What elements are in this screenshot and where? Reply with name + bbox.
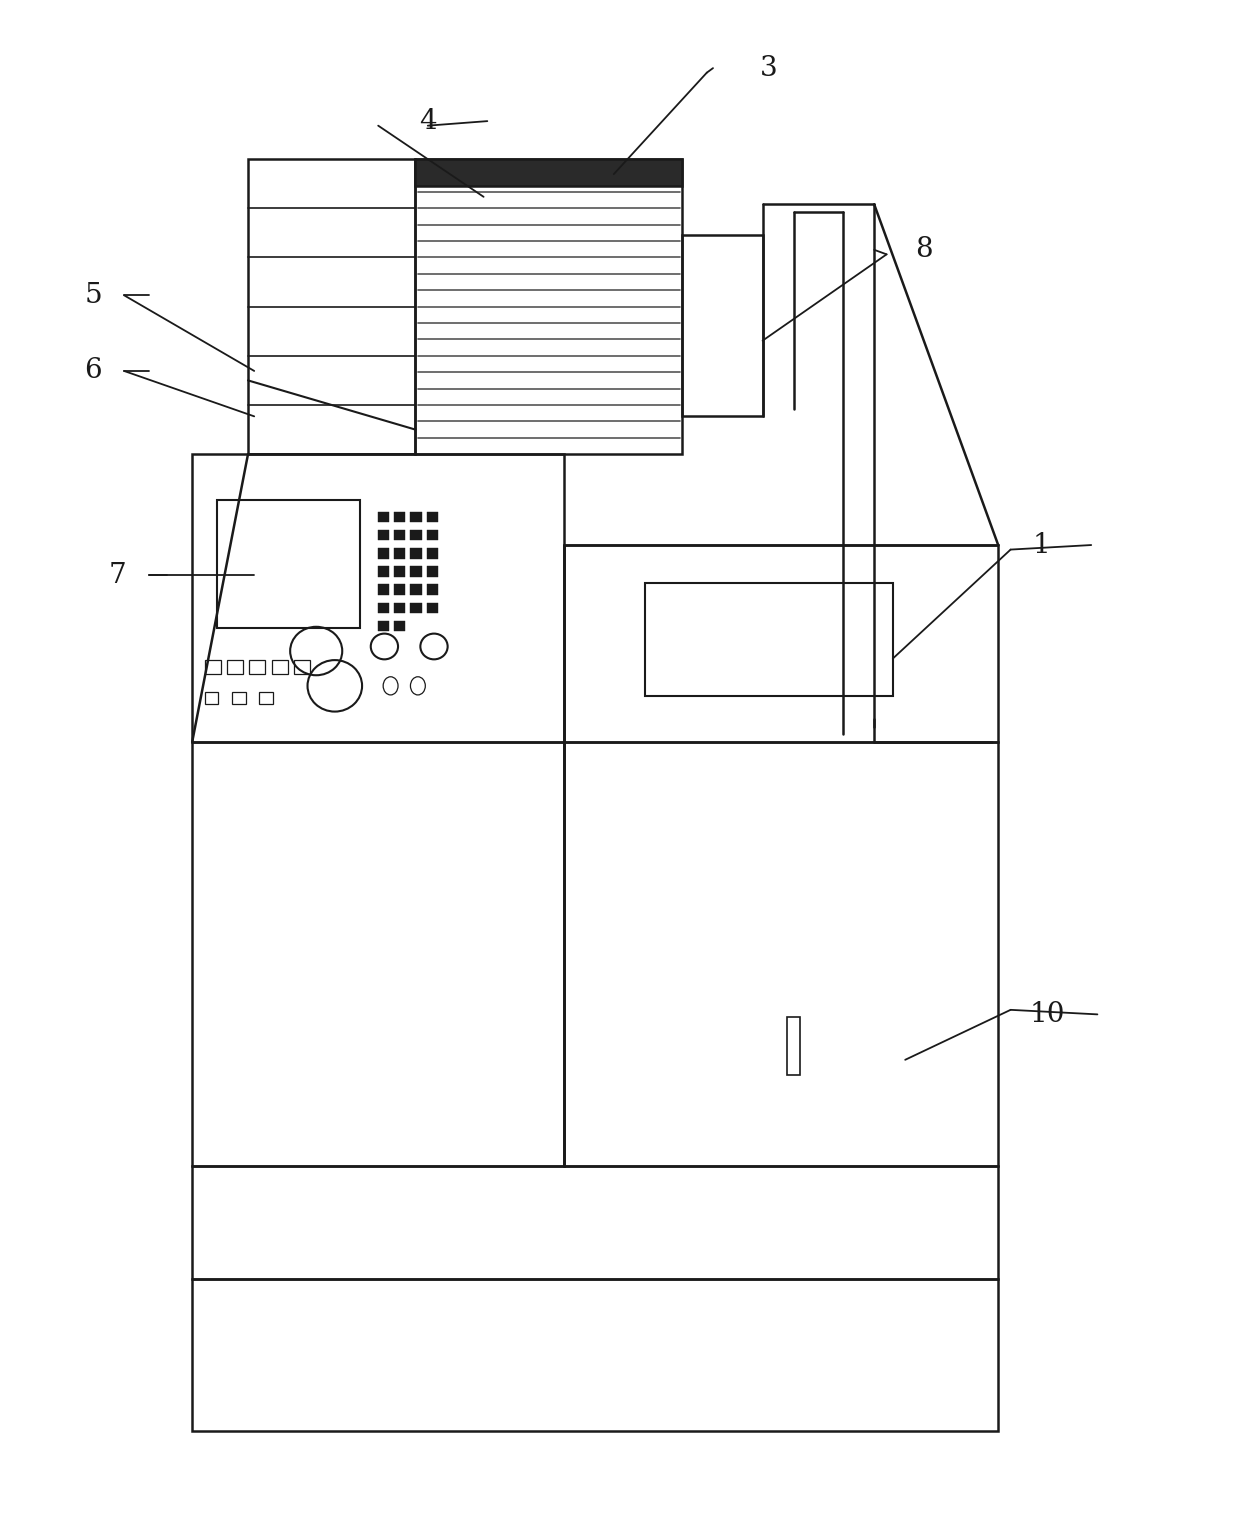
Bar (410, 603, 422, 613)
Bar (427, 603, 438, 613)
Bar (378, 566, 389, 577)
Bar (394, 621, 405, 631)
Bar (192, 1279, 998, 1431)
Text: 6: 6 (84, 357, 102, 385)
Bar (427, 566, 438, 577)
Bar (645, 583, 893, 696)
Bar (394, 566, 405, 577)
Bar (427, 530, 438, 540)
Bar (787, 1017, 800, 1075)
Bar (394, 530, 405, 540)
Bar (232, 692, 246, 704)
Bar (394, 548, 405, 559)
Bar (248, 159, 415, 454)
Bar (227, 660, 243, 674)
Bar (205, 692, 218, 704)
Text: 7: 7 (109, 562, 126, 589)
Bar (205, 660, 221, 674)
Bar (378, 621, 389, 631)
Bar (410, 512, 422, 522)
Bar (294, 660, 310, 674)
Bar (378, 603, 389, 613)
Text: 1: 1 (1033, 531, 1050, 559)
Text: 5: 5 (84, 282, 102, 309)
Bar (564, 742, 998, 1166)
Bar (272, 660, 288, 674)
Bar (415, 159, 682, 186)
Bar (192, 742, 564, 1166)
Text: 4: 4 (419, 107, 436, 135)
Bar (378, 512, 389, 522)
Bar (217, 500, 360, 628)
Bar (378, 584, 389, 595)
Bar (427, 548, 438, 559)
Bar (249, 660, 265, 674)
Bar (394, 512, 405, 522)
Bar (564, 545, 998, 742)
Bar (682, 235, 763, 416)
Bar (410, 548, 422, 559)
Bar (427, 584, 438, 595)
Bar (378, 548, 389, 559)
Bar (394, 603, 405, 613)
Bar (192, 1166, 998, 1279)
Bar (394, 584, 405, 595)
Bar (378, 530, 389, 540)
Bar (192, 454, 564, 742)
Text: 10: 10 (1030, 1001, 1065, 1028)
Bar (410, 584, 422, 595)
Text: 3: 3 (760, 55, 777, 82)
Bar (415, 159, 682, 454)
Bar (259, 692, 273, 704)
Text: 8: 8 (915, 236, 932, 263)
Bar (410, 530, 422, 540)
Bar (410, 566, 422, 577)
Bar (427, 512, 438, 522)
